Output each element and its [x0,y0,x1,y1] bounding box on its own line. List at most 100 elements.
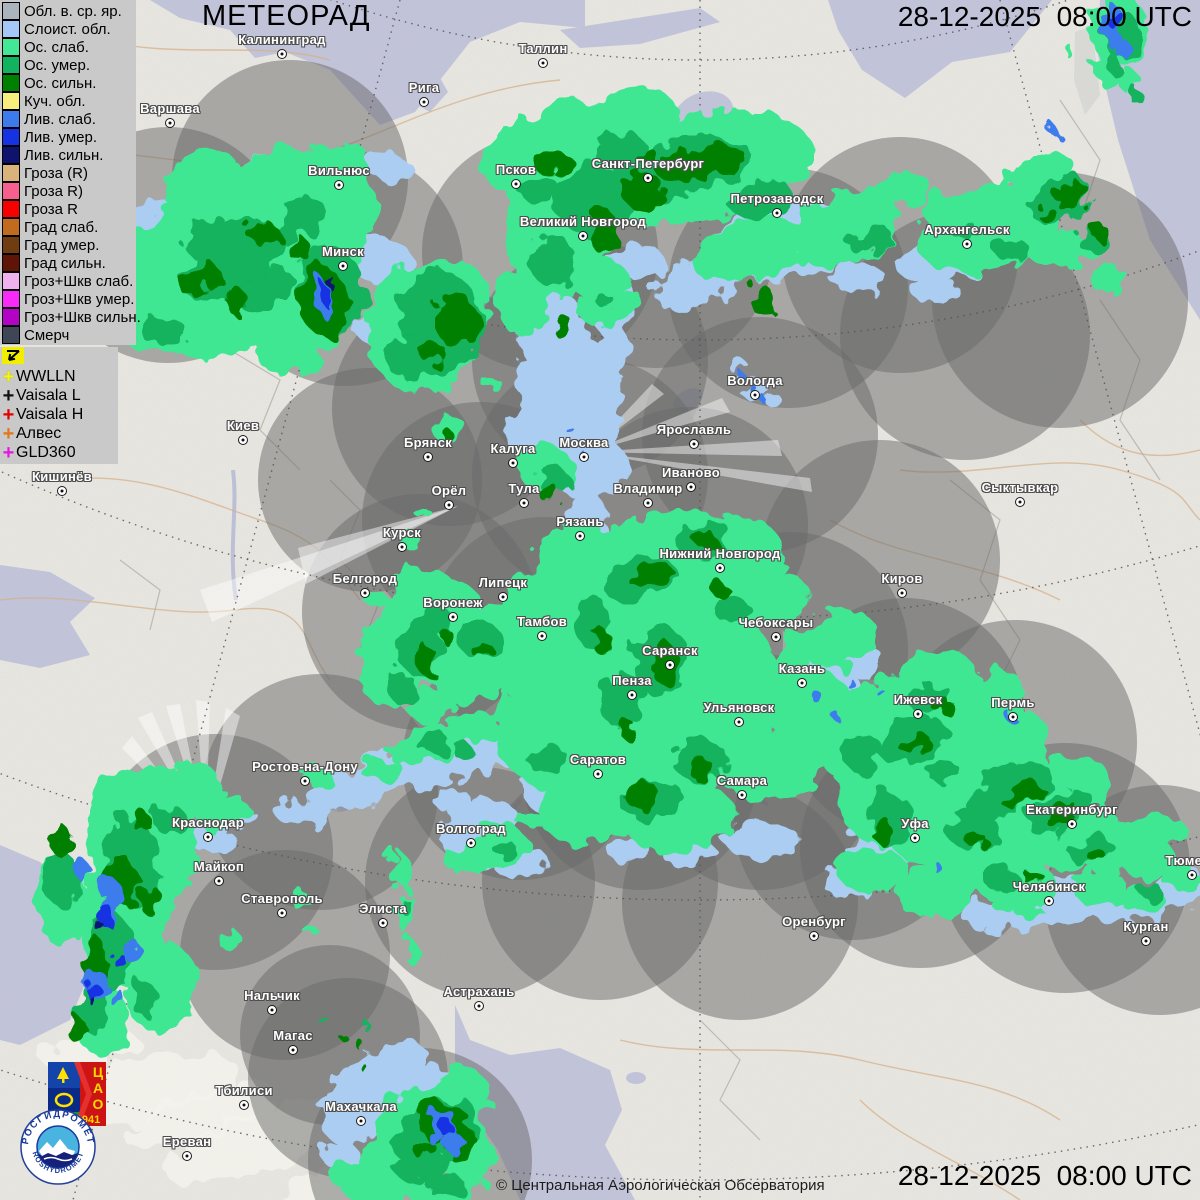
legend-swatch [2,254,20,272]
city-name: Вильнюс [308,163,370,178]
city-marker-icon [356,1116,366,1126]
lightning-row: + GLD360 [1,443,118,463]
city-marker-icon [1044,896,1054,906]
city-marker-icon [734,717,744,727]
legend-label: Град умер. [24,236,100,254]
city-marker-icon [360,588,370,598]
city-marker-icon [277,49,287,59]
city-marker-icon [378,918,388,928]
city-name: Тбилиси [215,1083,273,1098]
city-marker-icon [182,1151,192,1161]
legend-swatch [2,308,20,326]
city-name: Астрахань [443,984,515,999]
city-name: Курск [382,525,422,540]
legend-row: Ос. умер. [2,56,136,74]
city-name: Липецк [478,575,528,590]
page-title: МЕТЕОРАД [202,0,371,32]
city-name: Варшава [140,101,200,116]
legend-swatch [2,92,20,110]
city-name: Владимир [613,481,683,496]
city-marker-icon [1141,936,1151,946]
city-name: Ижевск [893,692,943,707]
legend-row: Смерч [2,326,136,344]
legend-row: Град слаб. [2,218,136,236]
city-marker-icon [57,486,67,496]
city-name: Кишинёв [32,469,92,484]
city-name: Магас [273,1028,313,1043]
city-marker-icon [508,458,518,468]
city-marker-icon [239,1100,249,1110]
city-marker-icon [715,563,725,573]
city-name: Белгород [332,571,398,586]
legend-swatch [2,272,20,290]
city-marker-icon [397,542,407,552]
city-name: Рига [408,80,440,95]
copyright: © Центральная Аэрологическая Обсерватори… [496,1177,825,1194]
city-marker-icon [578,231,588,241]
city-marker-icon [519,498,529,508]
city-name: Элиста [359,901,407,916]
legend-label: Лив. сильн. [24,146,104,164]
legend-swatch [2,74,20,92]
legend-label: Лив. умер. [24,128,98,146]
city-name: Тамбов [516,614,568,629]
legend-row: Ос. сильн. [2,74,136,92]
city-name: Рязань [556,514,604,529]
city-name: Оренбург [782,914,846,929]
legend-row: Куч. обл. [2,92,136,110]
city-marker-icon [797,678,807,688]
legend: Обл. в. ср. яр. Слоист. обл. Ос. слаб. Ос. … [0,0,141,464]
city-marker-icon [277,908,287,918]
legend-row: Ос. слаб. [2,38,136,56]
city-marker-icon [1067,819,1077,829]
legend-row: Гроза (R) [2,164,136,182]
legend-swatch [2,326,20,344]
city-name: Ульяновск [703,700,775,715]
precip-layer-b3 [91,279,337,1007]
legend-label: Лив. слаб. [24,110,96,128]
city-marker-icon [419,97,429,107]
legend-row: Гроз+Шкв слаб. [2,272,136,290]
city-name: Брянск [403,435,453,450]
lightning-row: + Vaisala H [1,405,118,425]
legend-row: Град умер. [2,236,136,254]
city-name: Ярославль [656,422,732,437]
city-marker-icon [643,173,653,183]
legend-swatch [2,290,20,308]
city-name: Волгоград [436,821,506,836]
city-marker-icon [288,1045,298,1055]
city-marker-icon [627,690,637,700]
city-name: Нальчик [244,988,300,1003]
city-marker-icon [579,452,589,462]
legend-label: Гроза R [24,200,79,218]
city-name: Иваново [661,465,721,480]
legend-row: Гроз+Шкв умер. [2,290,136,308]
legend-label: Гроз+Шкв сильн. [24,308,141,326]
city-name: Сыктывкар [981,480,1059,495]
city-marker-icon [267,1005,277,1015]
city-name: Киров [881,571,923,586]
lightning-label: WWLLN [16,367,76,385]
city-name: Вологда [727,373,783,388]
legend-label: Град слаб. [24,218,99,236]
city-name: Казань [778,661,826,676]
lightning-row: + WWLLN [1,367,118,387]
legend-label: Гроза R) [24,182,84,200]
city-marker-icon [772,208,782,218]
city-marker-icon [643,498,653,508]
legend-swatch [2,200,20,218]
city-marker-icon [448,612,458,622]
city-name: Пенза [612,673,652,688]
legend-swatch [2,110,20,128]
city-name: Москва [559,435,609,450]
city-name: Ереван [162,1134,212,1149]
city-marker-icon [474,1001,484,1011]
legend-label: Куч. обл. [24,92,86,110]
city-name: Курган [1123,919,1169,934]
city-name: Нижний Новгород [659,546,781,561]
legend-row: Град сильн. [2,254,136,272]
lightning-label: Алвес [16,424,62,442]
city-name: Минск [322,244,364,259]
